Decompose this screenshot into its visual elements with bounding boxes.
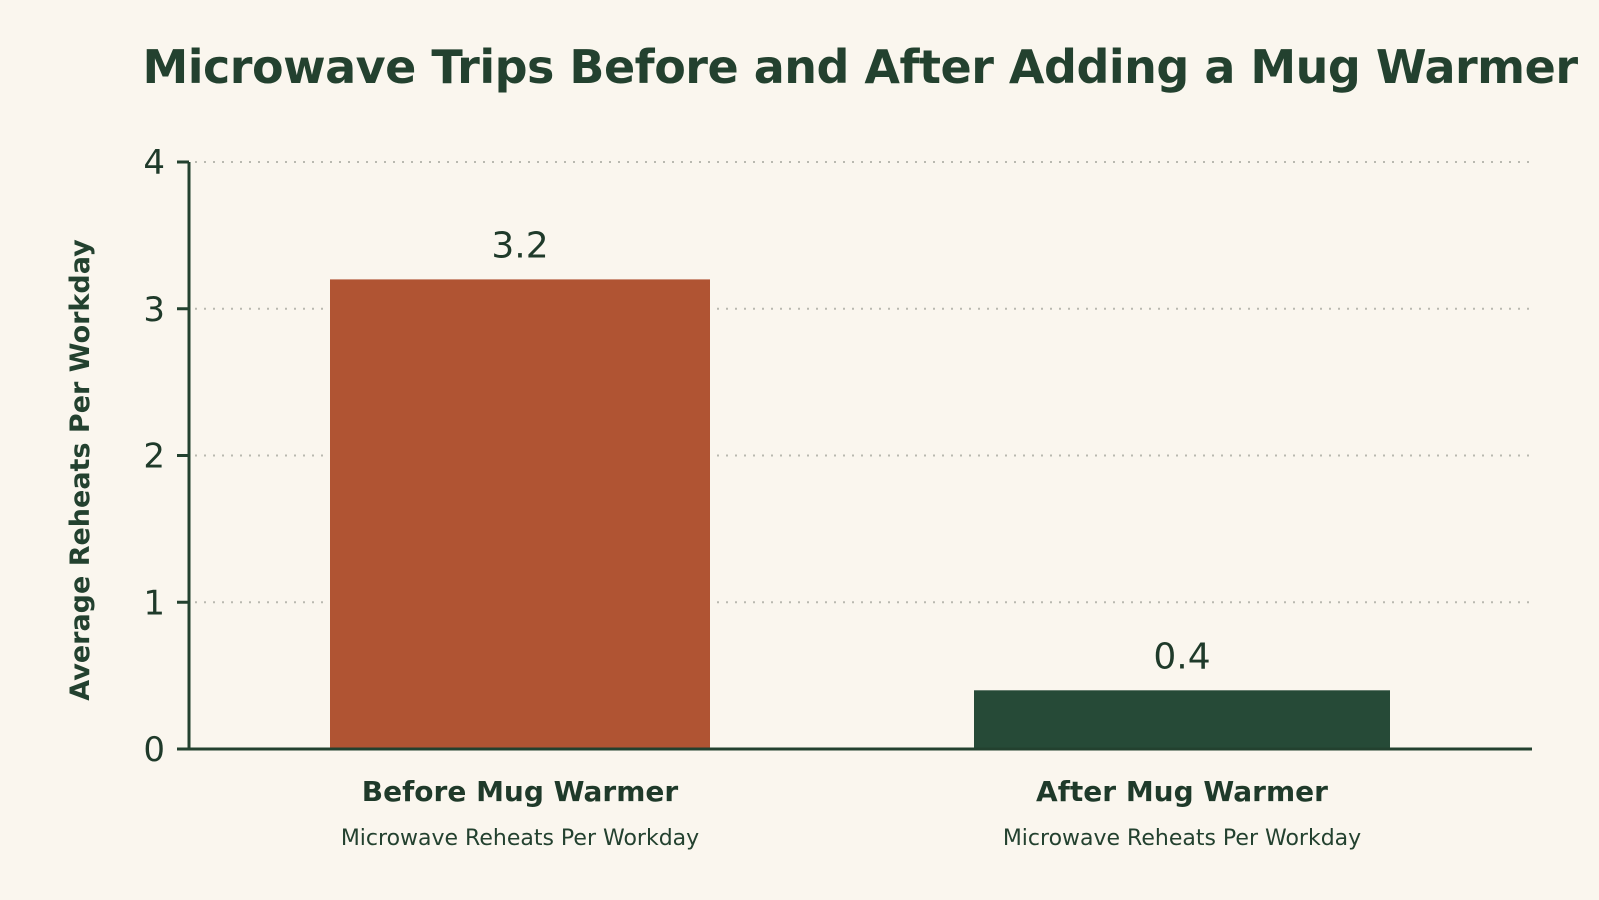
bar-before [330,279,710,749]
bars [330,279,1390,749]
y-tick-label: 0 [143,730,165,770]
x-category-sublabel: Microwave Reheats Per Workday [1003,826,1361,851]
x-category-sublabel: Microwave Reheats Per Workday [341,826,699,851]
x-category-label: Before Mug Warmer [362,775,679,808]
data-label: 3.2 [491,225,548,266]
y-tick-label: 3 [143,290,165,330]
bar-after [974,690,1390,749]
axes [177,160,1532,751]
y-tick-label: 1 [143,583,165,623]
x-category-label: After Mug Warmer [1036,775,1328,808]
y-tick-label: 2 [143,437,165,477]
y-axis-title: Average Reheats Per Workday [65,239,96,701]
y-tick-label: 4 [143,143,165,183]
data-label: 0.4 [1153,636,1210,677]
chart-title: Microwave Trips Before and After Adding … [142,40,1578,94]
labels: 0 1 2 3 4 3.2 Before Mug Warmer Microwave Rehea… [65,143,1361,851]
